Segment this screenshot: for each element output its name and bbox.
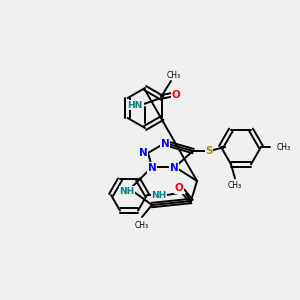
Text: CH₃: CH₃ (167, 71, 181, 80)
Text: HN: HN (128, 100, 142, 109)
Text: S: S (205, 146, 213, 156)
Text: O: O (172, 90, 180, 100)
Text: CH₃: CH₃ (228, 181, 242, 190)
Text: CH₃: CH₃ (277, 142, 291, 152)
Text: N: N (148, 163, 156, 173)
Text: N: N (160, 139, 169, 149)
Text: O: O (175, 183, 183, 193)
Text: NH: NH (152, 190, 166, 200)
Text: NH: NH (119, 187, 135, 196)
Text: N: N (169, 163, 178, 173)
Text: CH₃: CH₃ (135, 220, 149, 230)
Text: N: N (139, 148, 147, 158)
